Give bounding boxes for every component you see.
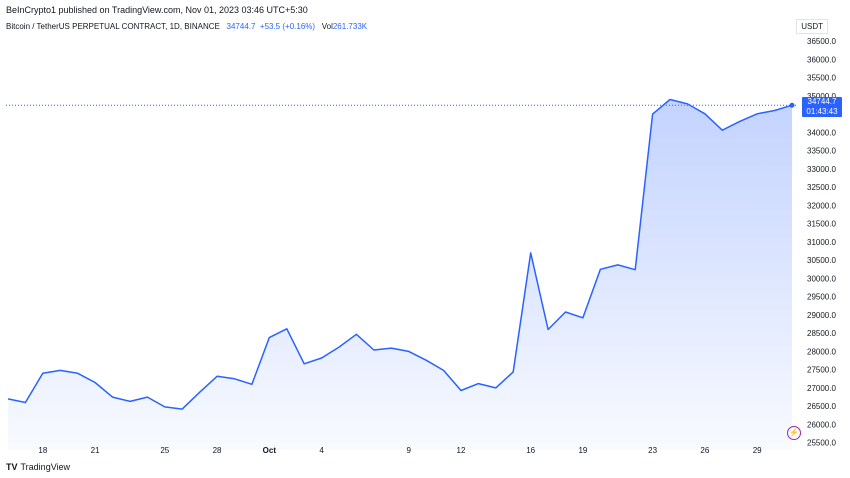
volume-value: 261.733K [332, 22, 368, 31]
tradingview-footer[interactable]: TV TradingView [6, 462, 70, 472]
volume-label: Vol [321, 22, 333, 31]
y-tick-label: 30500.0 [807, 256, 836, 265]
y-tick-label: 33500.0 [807, 147, 836, 156]
y-tick-label: 35000.0 [807, 92, 836, 101]
price-tag-value: 34744.7 [807, 97, 837, 106]
x-tick-label: Oct [263, 446, 277, 455]
x-tick-label: 18 [38, 446, 47, 455]
y-tick-label: 35500.0 [807, 74, 836, 83]
y-tick-label: 25500.0 [807, 439, 836, 448]
x-tick-label: 23 [648, 446, 657, 455]
x-tick-label: 9 [406, 446, 411, 455]
x-tick-label: 4 [319, 446, 324, 455]
y-tick-label: 26000.0 [807, 420, 836, 429]
x-tick-label: 21 [91, 446, 100, 455]
currency-unit-button[interactable]: USDT [796, 19, 828, 34]
y-tick-label: 33000.0 [807, 165, 836, 174]
x-tick-label: 25 [160, 446, 169, 455]
x-tick-label: 26 [700, 446, 709, 455]
y-tick-label: 36000.0 [807, 55, 836, 64]
price-line [7, 98, 793, 410]
lightning-icon[interactable]: ⚡ [787, 426, 801, 440]
y-tick-label: 26500.0 [807, 402, 836, 411]
symbol-legend: Bitcoin / TetherUS PERPETUAL CONTRACT, 1… [6, 22, 367, 31]
x-tick-label: 28 [213, 446, 222, 455]
price-tag-countdown: 01:43:43 [806, 107, 838, 116]
y-tick-label: 28500.0 [807, 329, 836, 338]
y-tick-label: 29500.0 [807, 293, 836, 302]
y-tick-label: 29000.0 [807, 311, 836, 320]
last-price-dot [789, 102, 795, 108]
x-tick-label: 29 [753, 446, 762, 455]
symbol-title[interactable]: Bitcoin / TetherUS PERPETUAL CONTRACT, 1… [6, 22, 220, 31]
tradingview-brand: TradingView [20, 462, 71, 472]
area-fill [8, 99, 792, 450]
tradingview-logo-icon: TV [6, 462, 18, 472]
y-tick-label: 27500.0 [807, 366, 836, 375]
y-tick-label: 31000.0 [807, 238, 836, 247]
x-tick-label: 16 [526, 446, 535, 455]
x-tick-label: 12 [457, 446, 466, 455]
y-tick-label: 31500.0 [807, 220, 836, 229]
last-price: 34744.7 [226, 22, 256, 31]
y-tick-label: 30000.0 [807, 274, 836, 283]
y-tick-label: 32500.0 [807, 183, 836, 192]
y-tick-label: 27000.0 [807, 384, 836, 393]
price-change: +53.5 (+0.16%) [259, 22, 316, 31]
last-price-tag: 34744.7 01:43:43 [802, 97, 842, 117]
publish-info: BeInCrypto1 published on TradingView.com… [6, 5, 308, 15]
y-tick-label: 36500.0 [807, 37, 836, 46]
y-tick-label: 34000.0 [807, 128, 836, 137]
y-tick-label: 28000.0 [807, 347, 836, 356]
x-tick-label: 19 [578, 446, 587, 455]
y-tick-label: 32000.0 [807, 201, 836, 210]
